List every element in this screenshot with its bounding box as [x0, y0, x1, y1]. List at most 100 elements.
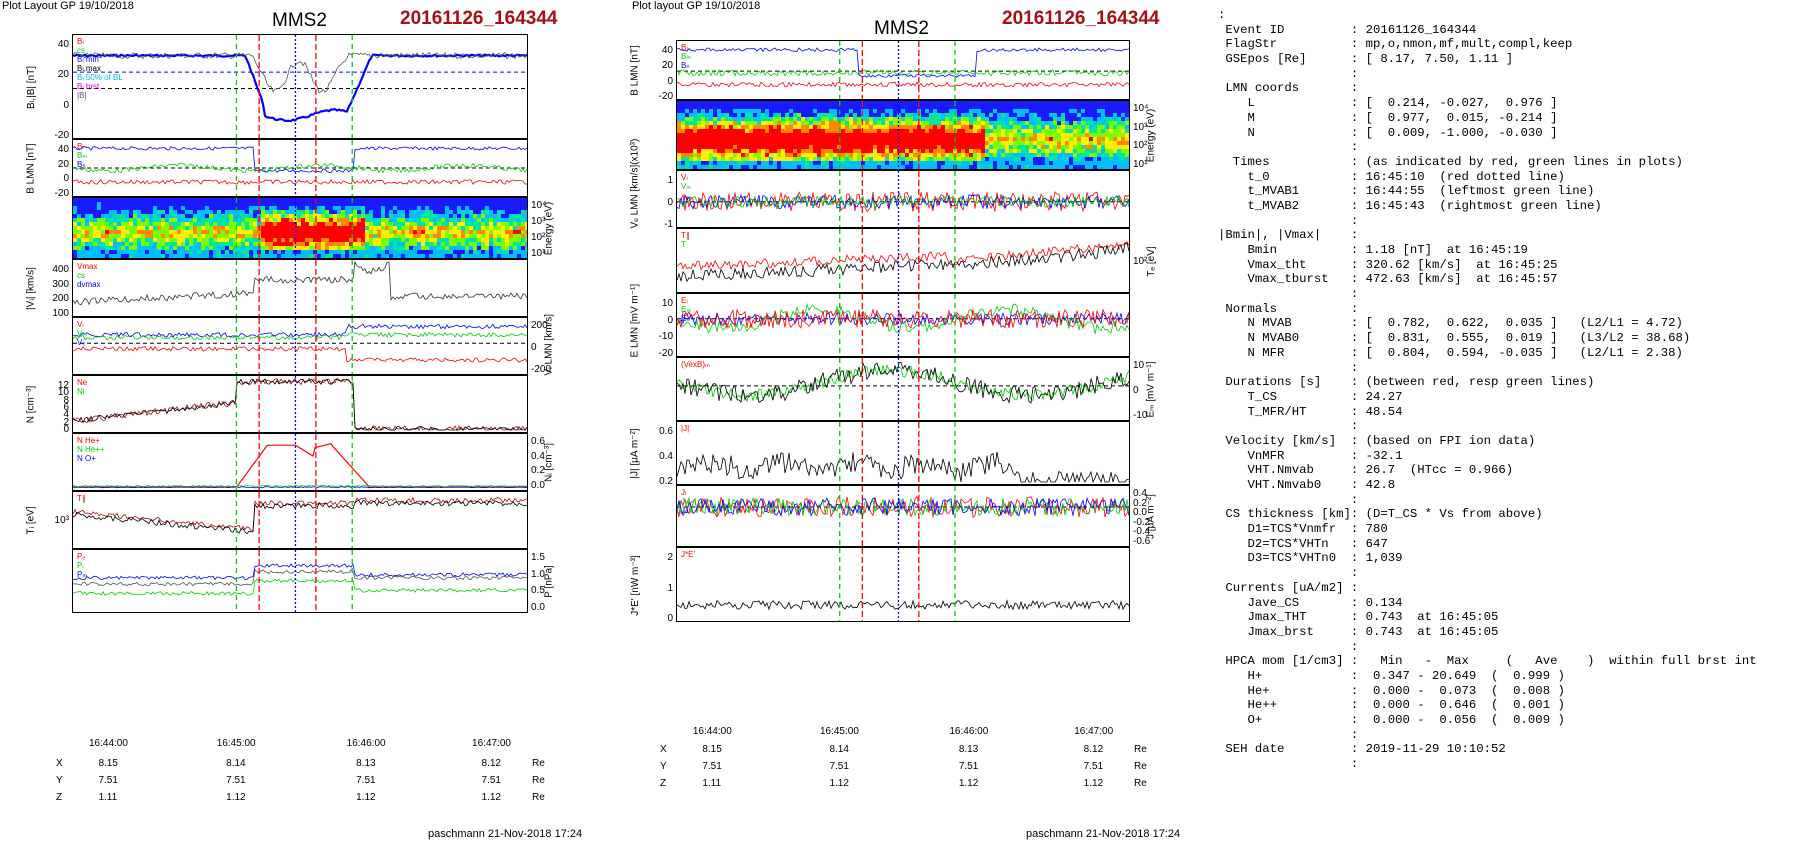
left-panel-5-legend: Vₗ Vₘ Vₙ [77, 320, 87, 347]
left-panel-3-rtick: 10¹ [531, 248, 546, 259]
middle-panel-7-legend: |J| [681, 424, 689, 433]
left-panel-1-ytick: 0 [63, 99, 69, 111]
legend-entry: Eₙ [681, 314, 690, 323]
nhepp-trace [73, 443, 527, 488]
legend-entry: Eₘ [681, 305, 692, 314]
legend-entry: |B| [77, 91, 87, 100]
middle-pos-value: 7.51 [958, 761, 979, 772]
middle-panel-7-ytick: 0.4 [659, 451, 673, 462]
middle-panel-2-rtick: 10⁴ [1133, 103, 1149, 114]
event-summary-text: : Event ID : 20161126_164344 FlagStr : m… [1218, 8, 1757, 772]
middle-panel-9-legend: J*E' [681, 550, 695, 559]
middle-panel-3-ytick: -1 [664, 219, 673, 230]
left-panel-1-legend: Bₗ cs Bₗ min Bₗ,max Bₗ 50% of BL Bₗ brst |B| [77, 37, 123, 100]
left-panel-1-traces [73, 35, 527, 138]
left-panel-9-rtick: 0.5 [531, 585, 545, 597]
nhep-trace [73, 485, 527, 488]
middle-panel-9: J*E' [nW m⁻³] 2 1 0 J*E' [630, 547, 1130, 624]
j-trace [677, 451, 1129, 484]
summary-line: T_MFR/HT : 48.54 [1218, 404, 1403, 419]
middle-pos-label: Z [660, 778, 667, 789]
legend-entry: Vₘ [681, 182, 692, 191]
left-panel-4: |Vᵢ| [km/s] 400 300 200 100 Vmax cs dvmax [26, 259, 528, 319]
summary-line: Bmin : 1.18 [nT] at 16:45:19 [1218, 243, 1528, 257]
left-mms-label: MMS2 [272, 10, 327, 31]
bn-trace [73, 179, 527, 185]
middle-panel-1: B LMN [nT] 40 20 0 -20 Bₗ Bₘ Bₙ [630, 40, 1130, 102]
left-panel-1-ytick: 20 [57, 69, 69, 81]
summary-line: L : [ 0.214, -0.027, 0.976 ] [1218, 96, 1558, 111]
summary-line: D1=TCS*Vnmfr : 780 [1218, 522, 1388, 537]
summary-line: SEH date : 2019-11-29 10:10:52 [1218, 742, 1506, 757]
vl-trace [73, 323, 527, 338]
legend-entry: Bₗ [77, 142, 84, 151]
left-event-id: 20161126_164344 [400, 8, 558, 29]
left-pos-label: Y [56, 775, 63, 786]
middle-panel-5-ytick: 10 [661, 298, 673, 309]
middle-panel-4-traces [677, 229, 1129, 292]
ven-trace [677, 194, 1129, 209]
left-panel-6-ytick: 8 [63, 394, 69, 406]
middle-panel-3-ytick: 0 [667, 197, 673, 208]
left-panel-6-ylabel: N [cm⁻³] [25, 385, 37, 424]
summary-line: D2=TCS*VHTn : 647 [1218, 536, 1388, 551]
middle-panel-8-rtick: -0.4 [1133, 526, 1151, 538]
middle-panel-6-rtick: 0 [1133, 385, 1139, 396]
bl-trace [73, 146, 527, 173]
left-panel-1-ytick: -20 [54, 130, 69, 141]
summary-line: VHT.Nmvab : 26.7 (HTcc = 0.966) [1218, 463, 1514, 478]
middle-panel-7-ytick: 0.2 [659, 476, 673, 487]
left-pos-unit: Re [532, 792, 545, 803]
summary-line: Vmax_tht : 320.62 [km/s] at 16:45:25 [1218, 257, 1558, 272]
legend-entry: Jₙ [681, 506, 689, 515]
middle-panel-1-legend: Bₗ Bₘ Bₙ [681, 43, 691, 70]
left-panel-8: Tᵢ [eV] 10³ T∥ [26, 491, 528, 549]
summary-line: D3=TCS*VHTn0 : 1,039 [1218, 551, 1403, 566]
middle-pos-value: 7.51 [1083, 761, 1104, 772]
bl-trace [73, 53, 527, 123]
summary-line: He++ : 0.000 - 0.646 ( 0.001 ) [1218, 698, 1565, 713]
middle-panel-5-legend: Eₗ Eₘ Eₙ [681, 296, 691, 323]
left-plot-column: Bₗ,|B| [nT] 40 20 0 -20 Bₗ cs Bₗ min Bₗ,max Bₗ 50… [26, 34, 555, 731]
left-panel-8-ytick: 10³ [54, 515, 69, 526]
left-panel-9-rtick: 0.0 [531, 602, 545, 613]
legend-entry: N He+ [77, 436, 100, 445]
legend-entry: Vₘ [77, 329, 88, 338]
legend-entry: |J| [681, 424, 690, 433]
middle-panel-1-ytick: 40 [661, 45, 673, 56]
middle-panel-2-rtick: 10³ [1133, 121, 1148, 133]
middle-panel-1-ytick: -20 [658, 91, 673, 102]
legend-entry: Jₗ [681, 488, 687, 497]
left-x-tick: 16:45:00 [216, 738, 256, 749]
summary-line: : [1218, 757, 1359, 772]
middle-panel-3-ytick: 1 [667, 175, 673, 186]
vem-trace [677, 193, 1129, 210]
summary-line: t_0 : 16:45:10 (red dotted line) [1218, 169, 1565, 184]
left-x-tick: 16:47:00 [472, 738, 511, 749]
left-panel-4-ytick: 400 [52, 264, 69, 275]
legend-entry: Bₗ brst [77, 82, 100, 91]
left-header: Plot Layout GP 19/10/2018 [2, 0, 134, 12]
middle-pos-value: 8.14 [829, 744, 849, 755]
left-panel-8-legend: T∥ [77, 494, 86, 503]
left-panel-5: Vᵢ LMN [km/s] 200 0 -200 Vₗ Vₘ Vₙ [72, 314, 555, 376]
middle-panel-5-ytick: 0 [667, 314, 673, 326]
summary-line: FlagStr : mp,o,nmon,mf,mult,compl,keep [1218, 37, 1573, 52]
te-trace [677, 242, 1129, 283]
summary-line: LMN coords : [1218, 81, 1359, 96]
middle-panel-6-rtick: -10 [1133, 410, 1148, 421]
middle-plot-column: B LMN [nT] 40 20 0 -20 Bₗ Bₘ Bₙ Energy (eV) 10⁴ 10… [630, 40, 1157, 722]
left-pos-value: 8.15 [98, 758, 118, 769]
middle-pos-value: 8.15 [702, 744, 722, 755]
left-panel-2-ylabel: B LMN [nT] [25, 143, 37, 194]
middle-panel-2-rtick: 10¹ [1133, 159, 1148, 170]
summary-line: Velocity [km/s] : (based on FPI ion data… [1218, 433, 1536, 448]
middle-panel-4-legend: T∥ T [681, 231, 690, 249]
legend-entry: Pᵢ [77, 561, 84, 570]
left-panel-2-ytick: -20 [54, 188, 69, 199]
legend-entry: cs [77, 271, 85, 280]
summary-line: : [1218, 727, 1359, 742]
left-panel-2-ytick: 0 [63, 173, 69, 185]
summary-line: T_CS : 24.27 [1218, 389, 1403, 404]
middle-pos-value: 1.11 [702, 778, 722, 789]
